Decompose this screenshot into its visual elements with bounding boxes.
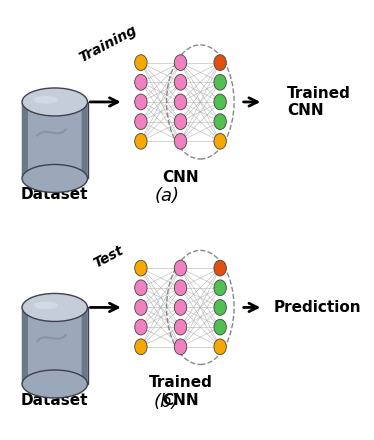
Circle shape (174, 280, 187, 296)
Polygon shape (82, 301, 88, 384)
Circle shape (174, 260, 187, 276)
Ellipse shape (22, 165, 88, 192)
Text: Trained
CNN: Trained CNN (148, 375, 212, 407)
Circle shape (174, 339, 187, 355)
Ellipse shape (33, 301, 58, 309)
Circle shape (135, 260, 147, 276)
Circle shape (174, 114, 187, 129)
Circle shape (135, 114, 147, 129)
Circle shape (135, 280, 147, 296)
Text: Training: Training (77, 23, 140, 65)
Circle shape (135, 74, 147, 90)
Circle shape (135, 55, 147, 70)
Ellipse shape (22, 88, 88, 116)
Circle shape (174, 300, 187, 315)
Circle shape (174, 133, 187, 149)
Circle shape (174, 55, 187, 70)
Circle shape (214, 114, 226, 129)
Circle shape (214, 339, 226, 355)
Circle shape (135, 319, 147, 335)
Circle shape (214, 133, 226, 149)
Circle shape (214, 319, 226, 335)
Text: CNN: CNN (162, 170, 199, 185)
Text: Trained
CNN: Trained CNN (287, 86, 351, 118)
Circle shape (214, 300, 226, 315)
Circle shape (135, 133, 147, 149)
Text: (a): (a) (154, 187, 179, 205)
Circle shape (174, 319, 187, 335)
Circle shape (135, 300, 147, 315)
Bar (22, 102, 88, 179)
Ellipse shape (22, 370, 88, 398)
Circle shape (214, 94, 226, 110)
Polygon shape (22, 301, 28, 384)
Circle shape (214, 280, 226, 296)
Circle shape (214, 74, 226, 90)
Text: Prediction: Prediction (273, 300, 361, 315)
Circle shape (135, 339, 147, 355)
Text: FER
Dataset: FER Dataset (21, 170, 89, 202)
Polygon shape (22, 95, 28, 179)
Ellipse shape (22, 293, 88, 322)
Circle shape (174, 74, 187, 90)
Circle shape (214, 260, 226, 276)
Circle shape (135, 94, 147, 110)
Ellipse shape (33, 96, 58, 104)
Text: (b): (b) (154, 393, 180, 411)
Circle shape (174, 94, 187, 110)
Bar (22, 308, 88, 384)
Text: Test: Test (91, 243, 126, 270)
Circle shape (214, 55, 226, 70)
Polygon shape (82, 95, 88, 179)
Text: FER
Dataset: FER Dataset (21, 375, 89, 407)
